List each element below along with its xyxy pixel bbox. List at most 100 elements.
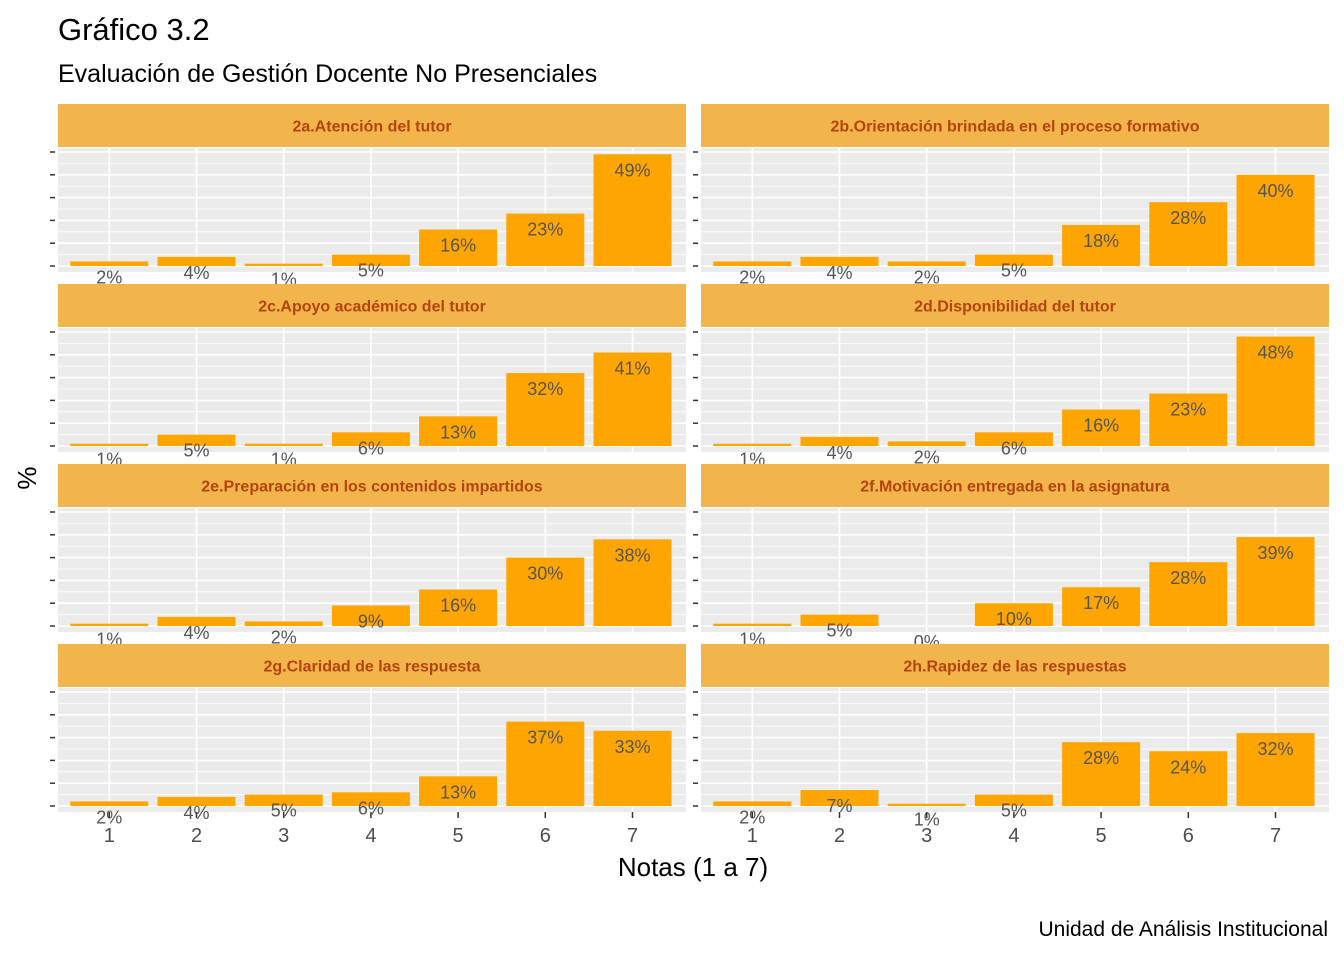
bar (1062, 224, 1141, 266)
bar (800, 256, 879, 266)
x-tick-label: 6 (540, 825, 551, 847)
bar-label: 39% (1257, 543, 1293, 563)
bar-label: 2% (914, 267, 940, 287)
bar (244, 263, 323, 266)
bar-label: 49% (614, 160, 650, 180)
bar-label: 32% (1257, 739, 1293, 759)
facet-strip (58, 464, 686, 507)
bar-label: 41% (614, 359, 650, 379)
bar-label: 6% (358, 798, 384, 818)
bar (419, 229, 498, 266)
chart-caption: Unidad de Análisis Institucional (1038, 918, 1328, 941)
facet-strip (58, 284, 686, 327)
facet-strip (58, 104, 686, 147)
bar (157, 434, 236, 446)
bar (1236, 537, 1315, 626)
bar-label: 16% (440, 236, 476, 256)
bar (70, 623, 149, 626)
bar (331, 605, 410, 626)
x-tick-label: 1 (747, 825, 758, 847)
y-axis-title: % (12, 466, 42, 489)
bar (974, 603, 1053, 626)
facet-strip-title: 2a.Atención del tutor (292, 119, 451, 136)
bar-label: 1% (914, 810, 940, 830)
bar-label: 2% (914, 447, 940, 467)
bar-label: 23% (527, 220, 563, 240)
x-tick-label: 7 (1270, 825, 1281, 847)
bar-label: 4% (826, 443, 852, 463)
bar (887, 803, 966, 806)
x-tick-label: 3 (278, 825, 289, 847)
bar-label: 4% (183, 263, 209, 283)
x-tick-label: 4 (365, 825, 376, 847)
bar (593, 539, 672, 626)
x-tick-label: 5 (1096, 825, 1107, 847)
bar-label: 13% (440, 782, 476, 802)
x-tick-label: 7 (627, 825, 638, 847)
bar (1062, 587, 1141, 626)
bar (1236, 336, 1315, 446)
bar-label: 5% (826, 621, 852, 641)
bar-label: 4% (826, 263, 852, 283)
bar (713, 261, 792, 266)
bar-label: 17% (1083, 593, 1119, 613)
facet-strip-title: 2f.Motivación entregada en la asignatura (860, 479, 1170, 496)
bar-label: 9% (358, 611, 384, 631)
x-tick-label: 4 (1008, 825, 1019, 847)
bar-label: 5% (183, 441, 209, 461)
facet-panel-6: 2f.Motivación entregada en la asignatura… (693, 464, 1329, 652)
bar (1149, 751, 1228, 806)
bar-label: 5% (271, 801, 297, 821)
bar-label: 38% (614, 545, 650, 565)
bar (244, 621, 323, 626)
bar (1236, 733, 1315, 806)
bar (331, 432, 410, 446)
bar-label: 6% (1001, 438, 1027, 458)
bar (419, 776, 498, 806)
bar (887, 441, 966, 446)
bar-label: 30% (527, 564, 563, 584)
bar (713, 623, 792, 626)
bar-label: 24% (1170, 757, 1206, 777)
bar (974, 432, 1053, 446)
x-tick-label: 6 (1183, 825, 1194, 847)
bar-label: 37% (527, 728, 563, 748)
bar (70, 801, 149, 806)
bar (244, 794, 323, 806)
bar (1062, 742, 1141, 806)
bar (419, 416, 498, 446)
bar-label: 5% (1001, 261, 1027, 281)
bar (506, 213, 585, 266)
bar-label: 48% (1257, 343, 1293, 363)
facet-strip-title: 2d.Disponibilidad del tutor (914, 299, 1116, 316)
bar-label: 2% (96, 267, 122, 287)
facet-strip (58, 644, 686, 687)
chart-subtitle: Evaluación de Gestión Docente No Presenc… (58, 60, 598, 88)
bar (244, 443, 323, 446)
facet-panel-2: 2b.Orientación brindada en el proceso fo… (693, 104, 1329, 287)
bar-label: 2% (739, 267, 765, 287)
bar (713, 443, 792, 446)
bar-label: 2% (271, 627, 297, 647)
bar-label: 28% (1170, 568, 1206, 588)
facet-strip (701, 284, 1329, 327)
facet-panel-5: 2e.Preparación en los contenidos imparti… (50, 464, 686, 650)
bar (506, 557, 585, 626)
bar (331, 792, 410, 806)
panel-background (701, 148, 1329, 272)
bar-label: 16% (1083, 416, 1119, 436)
bar-label: 18% (1083, 231, 1119, 251)
facet-strip-title: 2b.Orientación brindada en el proceso fo… (831, 119, 1200, 136)
bar-label: 13% (440, 422, 476, 442)
x-tick-label: 3 (921, 825, 932, 847)
bar (1149, 562, 1228, 626)
bar (974, 794, 1053, 806)
bar-label: 40% (1257, 181, 1293, 201)
bar-label: 7% (826, 796, 852, 816)
bar (1236, 174, 1315, 266)
bar (800, 436, 879, 446)
